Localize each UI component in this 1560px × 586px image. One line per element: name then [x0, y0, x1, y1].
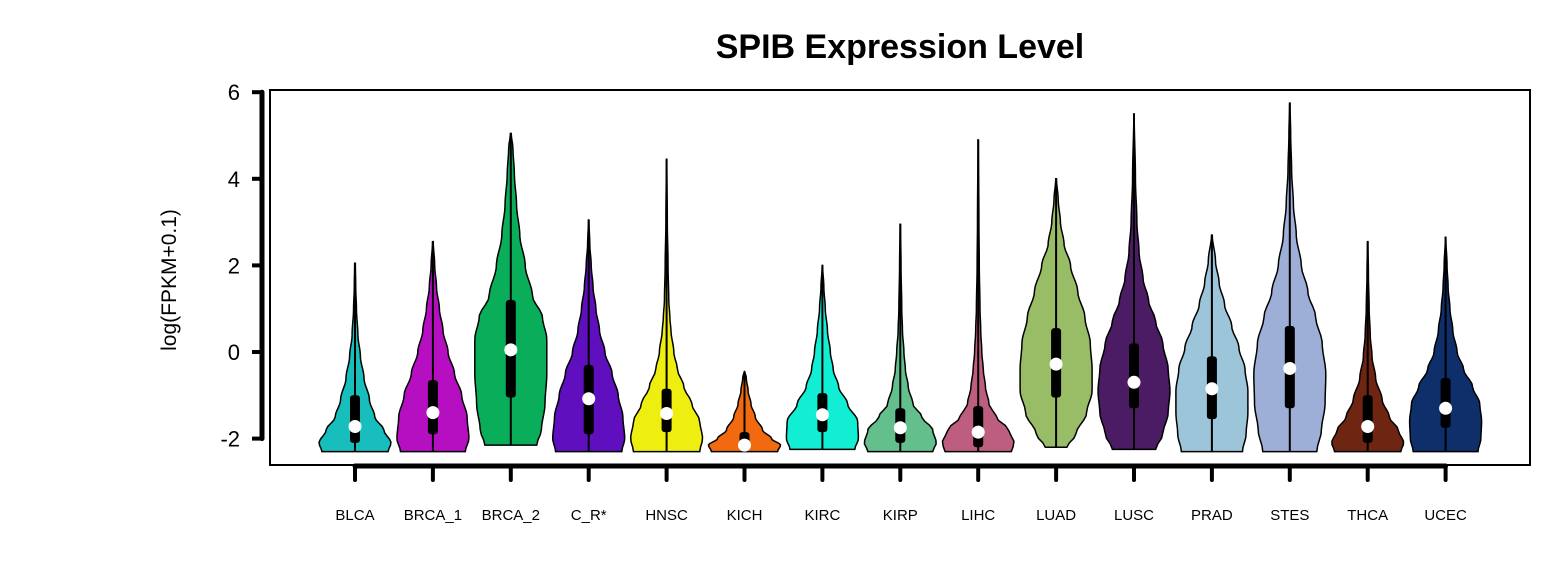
violin-iqr-box [350, 395, 360, 443]
x-tick-label: UCEC [1424, 507, 1467, 524]
violin-ucec [1408, 236, 1483, 453]
violin-kirc [785, 264, 860, 451]
violin-median-point [971, 425, 985, 439]
violin-kich [707, 370, 782, 453]
x-tick-label: KICH [727, 507, 763, 524]
x-tick-label: BRCA_1 [404, 507, 462, 524]
y-tick-label: 6 [228, 80, 240, 105]
violin-median-point [660, 406, 674, 420]
y-axis: -2 0 2 4 6 [220, 80, 265, 452]
violin-median-point [504, 343, 518, 357]
x-tick-label: BRCA_2 [482, 507, 540, 524]
violin-thca [1331, 240, 1405, 453]
violin-prad [1175, 234, 1249, 453]
violin-median-point [893, 421, 907, 435]
y-tick-label: 0 [228, 340, 240, 365]
x-tick-label: HNSC [645, 507, 688, 524]
violin-brca-1 [396, 240, 470, 453]
violin-median-point [1361, 419, 1375, 433]
x-tick-label: LIHC [961, 507, 995, 524]
chart-title: SPIB Expression Level [716, 28, 1085, 66]
violin-median-point [1205, 382, 1219, 396]
x-tick-label: KIRP [883, 507, 918, 524]
violin-stes [1253, 102, 1327, 453]
y-tick-label: -2 [220, 427, 240, 452]
violin-median-point [815, 408, 829, 422]
violin-median-point [1283, 361, 1297, 375]
x-tick-label: KIRC [804, 507, 840, 524]
x-tick-label: STES [1270, 507, 1309, 524]
violin-hnsc [629, 158, 704, 453]
violin-median-point [1049, 357, 1063, 371]
x-tick-label: C_R* [571, 507, 607, 524]
y-tick-label: 2 [228, 253, 240, 278]
x-axis: BLCA BRCA_1 BRCA_2 C_R* HNSC KICH KIRC KIRP LIHC… [335, 463, 1467, 524]
violin-lihc [941, 139, 1015, 453]
x-tick-label: THCA [1347, 507, 1388, 524]
violin-iqr-box [1362, 395, 1373, 443]
x-tick-label: BLCA [335, 507, 374, 524]
violin-kirp [863, 223, 937, 453]
violin-median-point [738, 438, 751, 452]
violin-brca-2 [474, 132, 548, 446]
violin-median-point [582, 392, 596, 406]
y-axis-label: log(FPKM+0.1) [158, 209, 181, 351]
violin-lusc [1097, 113, 1171, 451]
x-tick-label: PRAD [1191, 507, 1233, 524]
violin-median-point [426, 406, 440, 420]
violin-median-point [1127, 375, 1141, 389]
violin-blca [318, 262, 392, 453]
violin-luad [1019, 178, 1093, 449]
violin-median-point [1439, 401, 1453, 415]
x-tick-label: LUSC [1114, 507, 1154, 524]
violin-median-point [348, 419, 362, 433]
y-tick-label: 4 [228, 167, 240, 192]
violin-c-r- [552, 219, 626, 453]
x-tick-label: LUAD [1036, 507, 1076, 524]
violins-group [318, 102, 1483, 453]
